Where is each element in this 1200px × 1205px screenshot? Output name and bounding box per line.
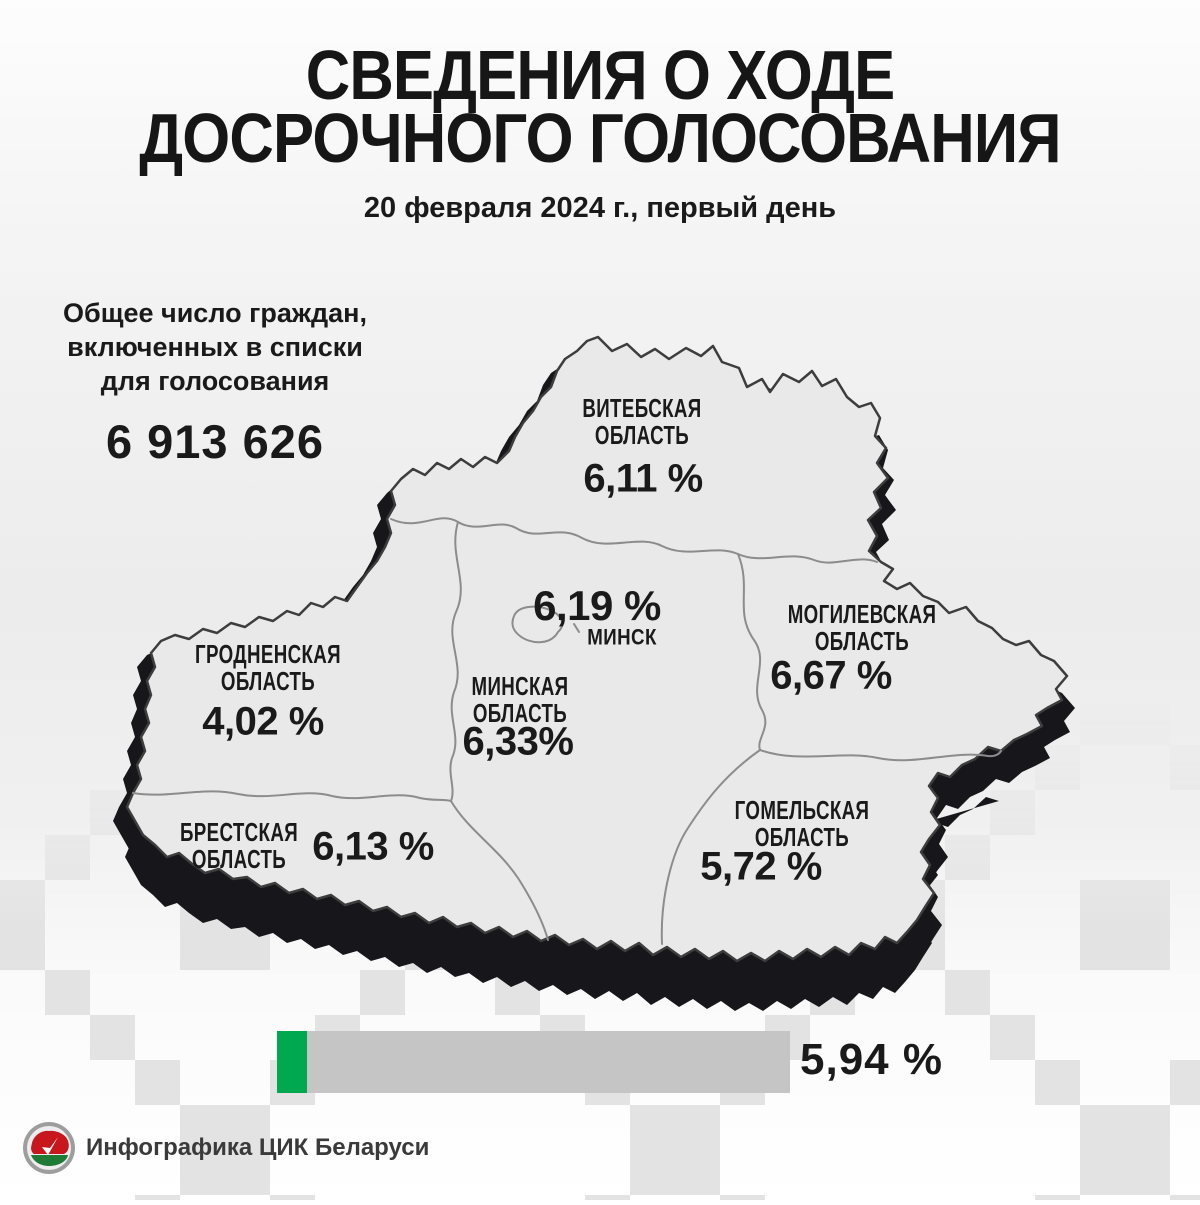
total-voters-block: Общее число граждан, включенных в списки… [55,296,375,469]
credit-text: Инфографика ЦИК Беларуси [86,1134,430,1161]
region-value-grodno: 4,02 % [202,699,324,744]
region-label-minsk-region: МИНСКАЯ ОБЛАСТЬ [471,671,569,728]
region-border-minsk-gomel [660,749,761,945]
turnout-progress-bar [277,1031,790,1093]
region-border-brest-north [132,790,452,802]
region-value-minsk-city: 6,19 % [533,582,661,629]
date-subtitle: 20 февраля 2024 г., первый день [363,192,837,224]
region-border-grodno-east [449,521,462,802]
region-label-vitebsk: ВИТЕБСКАЯ ОБЛАСТЬ [582,393,702,450]
region-border-mogilev-gomel [759,749,1002,762]
region-value-minsk-region: 6,33% [462,719,574,764]
minsk-city-tick [573,623,580,633]
title-line-2: ДОСРОЧНОГО ГОЛОСОВАНИЯ [139,99,1061,177]
region-label-brest: БРЕСТСКАЯ ОБЛАСТЬ [179,817,299,874]
footer: Инфографика ЦИК Беларуси [22,1120,429,1176]
logo-checkmark [42,1137,58,1155]
cec-logo-icon [23,1122,75,1174]
region-value-gomel: 5,72 % [700,844,822,889]
turnout-progress-value: 5,94 % [800,1035,943,1084]
logo-country-red [31,1130,69,1154]
region-border-vitebsk-south [390,517,878,564]
region-value-vitebsk: 6,11 % [583,456,703,501]
region-value-brest: 6,13 % [312,824,434,869]
minsk-city-outline [511,605,564,644]
region-border-brest-east [450,800,549,941]
region-value-mogilev: 6,67 % [770,653,892,698]
total-voters-value: 6 913 626 [105,415,325,468]
region-label-grodno: ГРОДНЕНСКАЯ ОБЛАСТЬ [195,639,341,696]
region-border-minsk-mogilev [737,553,767,751]
country-shape [125,335,1069,963]
progress-fill [277,1031,308,1093]
total-voters-label: Общее число граждан, включенных в списки… [63,298,367,396]
region-label-gomel: ГОМЕЛЬСКАЯ ОБЛАСТЬ [734,795,870,852]
region-label-minsk-city: МИНСК [587,624,657,650]
page-title: СВЕДЕНИЯ О ХОДЕ ДОСРОЧНОГО ГОЛОСОВАНИЯ [0,36,1200,177]
logo-country-green [31,1155,68,1166]
region-label-mogilev: МОГИЛЕВСКАЯ ОБЛАСТЬ [787,599,937,656]
title-line-1: СВЕДЕНИЯ О ХОДЕ [305,36,895,114]
